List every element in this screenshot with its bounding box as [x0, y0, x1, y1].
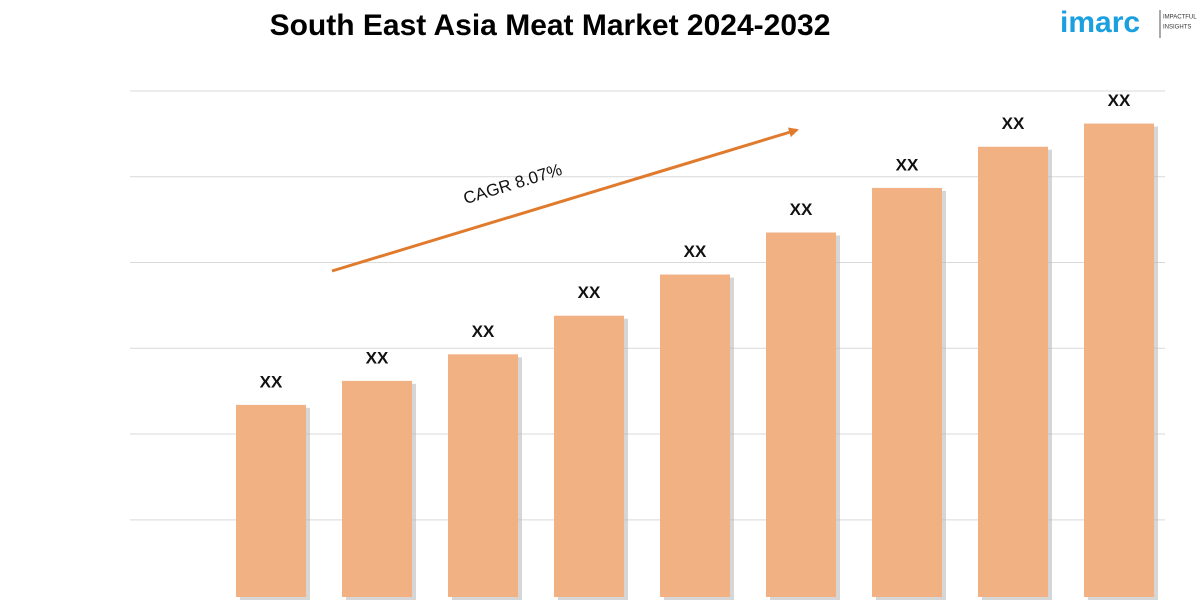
cagr-arrow [331, 127, 799, 273]
value-label: XX [1002, 114, 1025, 133]
value-label: XX [260, 372, 283, 391]
logo-tagline: INSIGHTS [1163, 25, 1191, 31]
bar [660, 274, 730, 597]
value-label: XX [790, 200, 813, 219]
bar [342, 380, 412, 597]
bar [1084, 123, 1154, 597]
bar [872, 187, 942, 597]
value-label: XX [1108, 91, 1131, 110]
bar [236, 404, 306, 597]
logo: imarc IMPACTFUL INSIGHTS [1060, 6, 1197, 39]
value-label: XX [366, 348, 389, 367]
cagr-label: CAGR 8.07% [461, 160, 564, 208]
value-label: XX [896, 155, 919, 174]
bar [766, 232, 836, 597]
bar [448, 354, 518, 597]
logo-tagline: IMPACTFUL [1163, 15, 1197, 21]
chart-title: South East Asia Meat Market 2024-2032 [270, 9, 831, 42]
logo-name: imarc [1060, 6, 1140, 39]
bar [554, 315, 624, 597]
bar [978, 146, 1048, 597]
value-label: XX [684, 242, 707, 261]
value-label: XX [472, 322, 495, 341]
value-label: XX [578, 283, 601, 302]
